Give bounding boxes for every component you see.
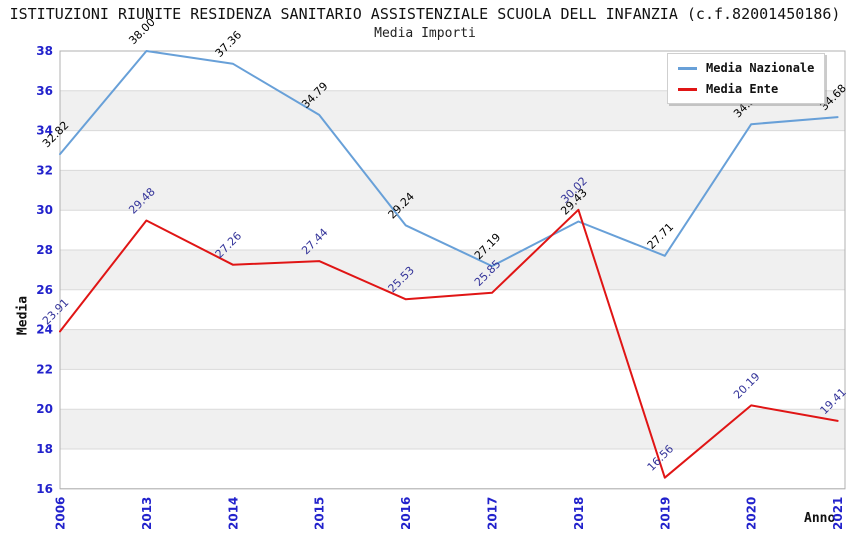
y-tick-label: 38 — [36, 44, 53, 58]
plot-band — [60, 409, 845, 449]
y-tick-label: 18 — [36, 442, 53, 456]
x-tick-label: 2017 — [486, 497, 500, 530]
x-tick-label: 2014 — [226, 497, 240, 530]
x-axis-title: Anno — [804, 511, 836, 526]
y-tick-label: 28 — [36, 243, 53, 257]
x-tick-label: 2013 — [140, 497, 154, 530]
value-label: 20.19 — [731, 370, 762, 401]
x-tick-label: 2020 — [745, 497, 759, 530]
x-tick-label: 2016 — [399, 497, 413, 530]
y-tick-label: 36 — [36, 84, 53, 98]
y-tick-label: 26 — [36, 283, 53, 297]
y-tick-label: 32 — [36, 163, 53, 177]
y-tick-label: 16 — [36, 482, 53, 496]
y-tick-label: 20 — [36, 402, 53, 416]
y-tick-label: 34 — [36, 124, 53, 138]
legend: Media Nazionale Media Ente — [667, 53, 826, 104]
legend-swatch-ente-icon — [678, 87, 697, 91]
value-label: 37.36 — [213, 28, 244, 59]
y-tick-label: 30 — [36, 203, 53, 217]
plot-border — [59, 50, 846, 490]
x-tick-label: 2006 — [54, 497, 68, 530]
plot-band — [60, 170, 845, 211]
x-tick-label: 2021 — [831, 497, 845, 530]
x-tick-label: 2018 — [572, 497, 586, 530]
chart-title: ISTITUZIONI RIUNITE RESIDENZA SANITARIO … — [9, 5, 841, 23]
legend-item-media-ente: Media Ente — [678, 82, 814, 96]
legend-swatch-nazionale-icon — [678, 66, 697, 70]
y-tick-label: 22 — [36, 362, 53, 376]
legend-label-nazionale: Media Nazionale — [706, 61, 815, 75]
y-tick-label: 24 — [36, 323, 53, 337]
value-label: 38.00 — [126, 16, 157, 47]
legend-item-media-nazionale: Media Nazionale — [678, 61, 814, 75]
chart-subtitle: Media Importi — [374, 26, 476, 41]
x-tick-label: 2015 — [313, 497, 327, 530]
plot-band — [60, 329, 845, 370]
legend-label-ente: Media Ente — [706, 82, 779, 96]
series-line-media-ente — [59, 208, 839, 479]
plot-band — [60, 250, 845, 290]
series-line-media-nazionale — [59, 50, 839, 268]
x-tick-label: 2019 — [658, 497, 672, 530]
